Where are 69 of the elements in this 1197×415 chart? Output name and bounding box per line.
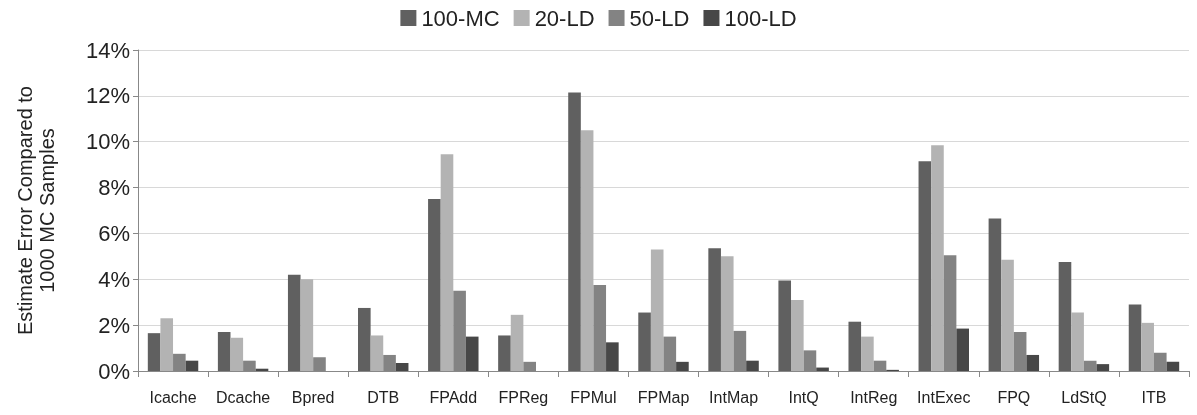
bar (1058, 262, 1072, 371)
bar (848, 321, 862, 371)
bar (370, 335, 384, 371)
bar (956, 328, 969, 371)
x-tick-label: Bpred (291, 388, 335, 406)
legend-label: 100-MC (421, 5, 500, 31)
legend-label: 20-LD (534, 5, 595, 31)
x-tick-label: FPAdd (429, 388, 478, 406)
bar (287, 274, 301, 371)
bar (395, 362, 409, 371)
bar (217, 332, 231, 371)
bar (1166, 361, 1180, 371)
bar (650, 249, 664, 371)
x-tick-label: FPMul (570, 388, 617, 406)
y-tick-label: 12% (85, 83, 130, 109)
bar (510, 314, 524, 371)
bar (440, 154, 454, 371)
bar (1001, 259, 1014, 371)
bar (1096, 364, 1110, 371)
bar (160, 318, 174, 371)
x-tick-label: IntQ (788, 388, 819, 406)
bar (861, 336, 874, 371)
bar (816, 367, 829, 371)
bar (791, 299, 804, 371)
bar (230, 337, 244, 371)
bar (676, 361, 689, 371)
y-tick-label: 14% (85, 37, 130, 63)
x-tick-label: ITB (1141, 388, 1167, 406)
bar (1026, 354, 1040, 371)
bar (931, 145, 944, 371)
bar (1071, 312, 1084, 371)
x-tick-label: Icache (149, 388, 197, 406)
y-tick-label: 2% (98, 312, 130, 338)
y-tick-label: 4% (98, 266, 130, 292)
bar (1141, 322, 1154, 371)
legend-label: 50-LD (629, 5, 690, 31)
x-tick-label: IntReg (850, 388, 898, 406)
y-axis-title: Estimate Error Compared to 1000 MC Samples (14, 86, 58, 335)
y-tick-label: 8% (98, 175, 130, 201)
bar (465, 336, 479, 371)
y-tick-label: 10% (85, 129, 130, 155)
x-tick-label: LdStQ (1061, 388, 1107, 406)
x-tick-label: IntExec (917, 388, 971, 406)
bar (147, 333, 161, 371)
x-tick-label: IntMap (709, 388, 759, 406)
x-tick-label: Dcache (215, 388, 271, 406)
y-tick-label: 0% (98, 358, 130, 384)
bar (778, 280, 792, 371)
bar (1128, 304, 1142, 371)
bar (720, 256, 734, 371)
bar (428, 199, 441, 371)
bar (568, 92, 581, 371)
bar (358, 307, 371, 371)
bar (918, 161, 932, 371)
y-tick-label: 6% (98, 220, 130, 246)
x-tick-label: FPQ (997, 388, 1031, 406)
bar (746, 360, 759, 371)
bar (606, 342, 619, 371)
bar (185, 360, 199, 371)
bar (708, 248, 721, 371)
bar (638, 312, 651, 371)
legend-label: 100-LD (724, 5, 797, 31)
bar (498, 335, 511, 371)
x-tick-label: FPMap (637, 388, 690, 406)
bar (580, 130, 594, 371)
bar (300, 279, 314, 371)
bar (988, 218, 1002, 371)
x-tick-label: DTB (367, 388, 400, 406)
x-tick-label: FPReg (498, 388, 549, 406)
